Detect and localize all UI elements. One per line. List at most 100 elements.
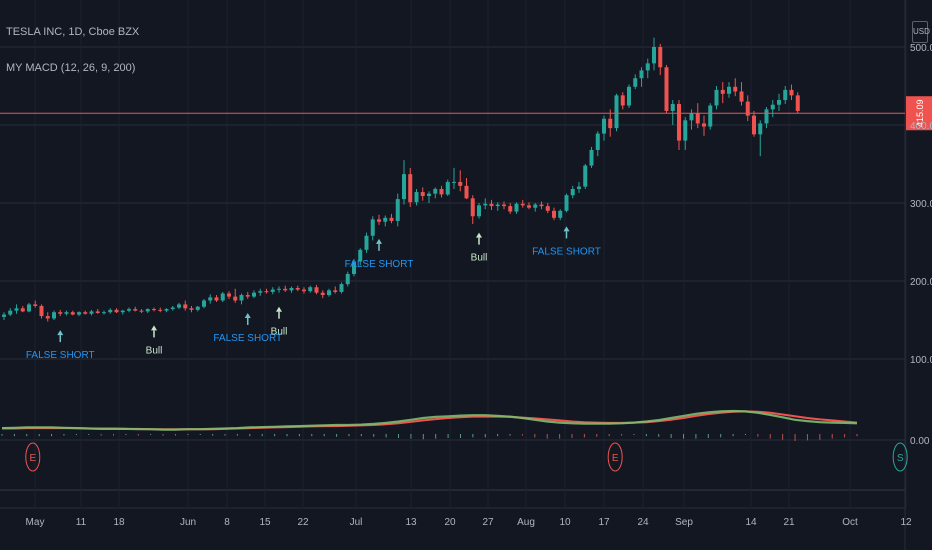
signal-arrow [376,238,382,244]
candle-body [102,312,106,314]
signal-label: FALSE SHORT [26,350,95,361]
time-tick-label: 17 [598,517,610,528]
time-tick-label: 12 [900,517,912,528]
time-tick-label: Jul [350,517,363,528]
price-tag-label: 415.09 [915,99,925,127]
candle-body [545,206,550,211]
candle-body [489,203,494,207]
candle-body [277,288,281,290]
signal-label: FALSE SHORT [213,333,282,344]
candle-body [120,310,125,313]
candle-body [77,312,81,315]
candle-body [620,95,625,106]
candle-body [458,181,463,186]
candle-body [483,203,488,206]
candle-body [495,204,500,207]
candle-body [2,314,6,317]
candle-body [602,118,606,134]
candle-body [739,91,744,102]
candle-body [402,174,406,200]
price-tick-label: 100.00 [910,355,932,366]
candle-body [170,307,175,310]
time-tick-label: 27 [482,517,494,528]
candle-body [383,217,388,222]
time-tick-label: 10 [559,517,571,528]
candle-body [652,47,656,64]
time-tick-label: 20 [444,517,456,528]
candle-body [227,293,231,297]
candle-body [414,192,419,203]
candle-body [20,308,25,312]
time-tick-label: 15 [259,517,271,528]
signal-label: FALSE SHORT [345,259,414,270]
candle-body [733,86,738,92]
candle-body [464,185,469,199]
candle-body [352,261,356,274]
candle-body [514,203,519,212]
candle-body [433,188,438,194]
candle-body [677,103,681,141]
candle-body [370,219,375,236]
candles [2,37,800,322]
candle-body [189,308,194,310]
candle-body [720,89,725,94]
candle-body [283,288,288,291]
candle-body [533,204,538,208]
candle-body [295,288,300,290]
candle-body [552,210,556,218]
candle-body [658,47,663,68]
candle-body [358,249,363,262]
time-tick-label: Aug [517,517,535,528]
candle-body [608,118,613,129]
candle-body [139,310,144,312]
candle-body [52,312,56,319]
candle-body [670,103,675,111]
candle-body [83,312,88,314]
candle-body [714,89,719,106]
candle-body [570,188,575,196]
candle-body [95,311,100,313]
axes: 500.00 400.00 300.00 200.00 100.00 0.00 May 11 1… [26,43,932,528]
candle-body [108,309,113,313]
indicator-title: MY MACD (12, 26, 9, 200) [6,62,136,74]
candle-body [164,309,169,311]
event-marker [892,442,908,472]
currency-label[interactable]: USD [912,21,930,43]
candle-body [33,304,38,306]
time-tick-label: 13 [405,517,417,528]
current-price-line: 415.09 [0,96,932,131]
candle-body [239,295,244,301]
candle-body [633,78,638,87]
signal-arrow [476,232,482,238]
candle-body [764,109,769,124]
candle-body [183,304,188,309]
event-marker-label: E [612,453,619,464]
candle-body [45,316,50,319]
candle-body [639,70,644,79]
candle-body [595,133,600,150]
signal-arrow [151,325,157,331]
candle-body [214,297,219,301]
candle-body [577,186,581,189]
candle-body [195,306,200,310]
candle-body [477,205,481,217]
candle-body [614,95,619,129]
time-tick-label: May [26,517,45,528]
event-marker [25,442,41,472]
candle-body [427,193,431,196]
candle-body [783,89,788,101]
time-tick-label: 24 [637,517,649,528]
candle-body [527,205,531,208]
candle-body [695,113,700,124]
candle-body [202,300,206,307]
price-tick-label: 200.00 [910,277,932,288]
candle-body [220,293,225,301]
candle-body [508,206,513,212]
candle-body [789,89,794,96]
candle-body [14,308,19,311]
candle-body [520,203,525,206]
candle-body [208,297,213,301]
candle-body [558,210,563,218]
